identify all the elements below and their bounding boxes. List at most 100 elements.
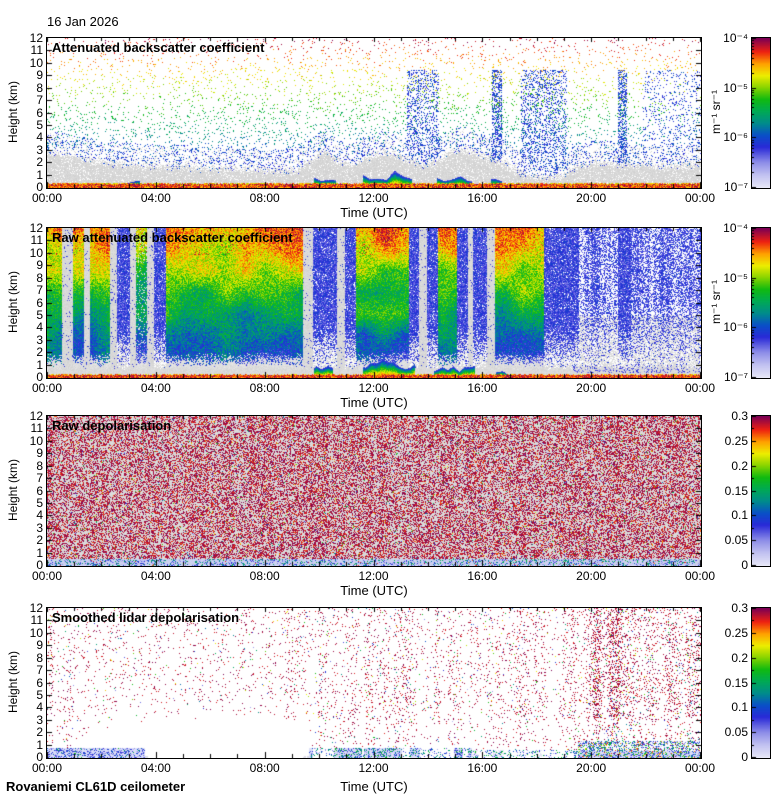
panel-1-heatmap [47, 38, 701, 188]
y-tick-label: 6 [36, 295, 43, 310]
colorbar-tick-label: 0.2 [731, 458, 748, 473]
y-axis-label: Height (km) [6, 651, 20, 714]
y-tick-label: 10 [29, 55, 43, 70]
colorbar-tick-label: 0.05 [724, 533, 748, 548]
y-tick-label: 3 [36, 332, 43, 347]
x-tick-label: 00:00 [684, 761, 716, 775]
colorbar-tick-label: 10⁻⁶ [723, 130, 748, 145]
y-tick-label: 3 [36, 712, 43, 727]
y-tick-label: 5 [36, 307, 43, 322]
x-tick-label: 16:00 [467, 381, 498, 395]
colorbar-tick-label: 10⁻⁶ [723, 320, 748, 335]
y-tick-label: 9 [36, 68, 43, 83]
y-tick-label: 1 [36, 737, 43, 752]
x-tick-label: 16:00 [467, 191, 498, 205]
colorbar-tick-label: 10⁻⁷ [723, 370, 748, 384]
x-tick-label: 08:00 [249, 381, 280, 395]
y-tick-label: 11 [30, 233, 43, 248]
panel-4-title: Smoothed lidar depolarisation [52, 610, 240, 625]
y-tick-label: 2 [36, 533, 43, 548]
y-tick-label: 1 [36, 545, 43, 560]
y-tick-label: 9 [36, 446, 43, 461]
y-axis-label: Height (km) [6, 81, 20, 144]
x-tick-label: 00:00 [31, 569, 63, 583]
colorbar-3-gradient [752, 416, 770, 566]
x-tick-label: 12:00 [358, 569, 389, 583]
y-tick-label: 0 [36, 558, 43, 572]
x-tick-label: 08:00 [249, 761, 280, 775]
y-tick-label: 12 [29, 31, 43, 45]
colorbar-tick-label: 10⁻⁵ [723, 80, 748, 95]
footer-label: Rovaniemi CL61D ceilometer [6, 779, 186, 794]
colorbar-2-gradient [752, 228, 770, 378]
x-tick-label: 04:00 [140, 381, 171, 395]
y-tick-label: 11 [30, 613, 43, 628]
x-tick-label: 00:00 [31, 191, 63, 205]
colorbar-tick-label: 0.3 [731, 601, 748, 615]
x-tick-label: 16:00 [467, 569, 498, 583]
panel-4-frame: Smoothed lidar depolarisation [46, 607, 702, 759]
colorbar-3 [751, 415, 771, 567]
y-tick-label: 0 [36, 370, 43, 384]
panel-1-frame: Attenuated backscatter coefficient [46, 37, 702, 189]
y-tick-label: 4 [36, 320, 43, 335]
colorbar-1-gradient [752, 38, 770, 188]
x-tick-label: 20:00 [576, 569, 607, 583]
colorbar-tick-label: 0.3 [731, 409, 748, 423]
y-tick-label: 6 [36, 483, 43, 498]
date-label: 16 Jan 2026 [47, 14, 119, 29]
colorbar-tick-label: 0.15 [724, 675, 748, 690]
x-tick-label: 20:00 [576, 381, 607, 395]
colorbar-tick-label: 0.1 [731, 508, 748, 523]
colorbar-1 [751, 37, 771, 189]
panel-2-frame: Raw attenuated backscatter coefficient [46, 227, 702, 379]
y-tick-label: 4 [36, 508, 43, 523]
y-tick-label: 8 [36, 270, 43, 285]
y-tick-label: 7 [36, 93, 43, 108]
y-tick-label: 6 [36, 105, 43, 120]
y-tick-label: 2 [36, 345, 43, 360]
y-tick-label: 7 [36, 663, 43, 678]
x-axis-label: Time (UTC) [340, 395, 408, 410]
x-tick-label: 00:00 [684, 569, 716, 583]
y-tick-label: 8 [36, 80, 43, 95]
panel-3-frame: Raw depolarisation [46, 415, 702, 567]
y-tick-label: 5 [36, 687, 43, 702]
y-tick-label: 12 [29, 601, 43, 615]
panel-2-title: Raw attenuated backscatter coefficient [52, 230, 293, 245]
y-tick-label: 6 [36, 675, 43, 690]
x-tick-label: 04:00 [140, 761, 171, 775]
colorbar-tick-label: 0.2 [731, 650, 748, 665]
y-axis-label: Height (km) [6, 459, 20, 522]
x-axis-label: Time (UTC) [340, 779, 408, 794]
colorbar-tick-label: 10⁻⁴ [723, 221, 748, 235]
y-tick-label: 12 [29, 221, 43, 235]
colorbar-tick-label: 0.05 [724, 725, 748, 740]
x-tick-label: 00:00 [684, 191, 716, 205]
colorbar-unit-label: m⁻¹ sr⁻¹ [709, 280, 723, 324]
y-tick-label: 10 [29, 625, 43, 640]
y-tick-label: 1 [36, 167, 43, 182]
colorbar-tick-label: 0 [741, 558, 748, 572]
x-tick-label: 12:00 [358, 381, 389, 395]
x-axis-label: Time (UTC) [340, 583, 408, 598]
y-tick-label: 8 [36, 458, 43, 473]
y-tick-label: 11 [30, 421, 43, 436]
y-tick-label: 4 [36, 700, 43, 715]
y-tick-label: 3 [36, 520, 43, 535]
x-tick-label: 08:00 [249, 569, 280, 583]
x-tick-label: 00:00 [684, 381, 716, 395]
y-tick-label: 0 [36, 750, 43, 764]
y-tick-label: 5 [36, 117, 43, 132]
y-tick-label: 5 [36, 495, 43, 510]
y-tick-label: 12 [29, 409, 43, 423]
y-tick-label: 9 [36, 638, 43, 653]
colorbar-4 [751, 607, 771, 759]
y-axis-label: Height (km) [6, 271, 20, 334]
panel-4-heatmap [47, 608, 701, 758]
colorbar-tick-label: 0.1 [731, 700, 748, 715]
x-tick-label: 00:00 [31, 761, 63, 775]
x-tick-label: 12:00 [358, 761, 389, 775]
panel-2-heatmap [47, 228, 701, 378]
